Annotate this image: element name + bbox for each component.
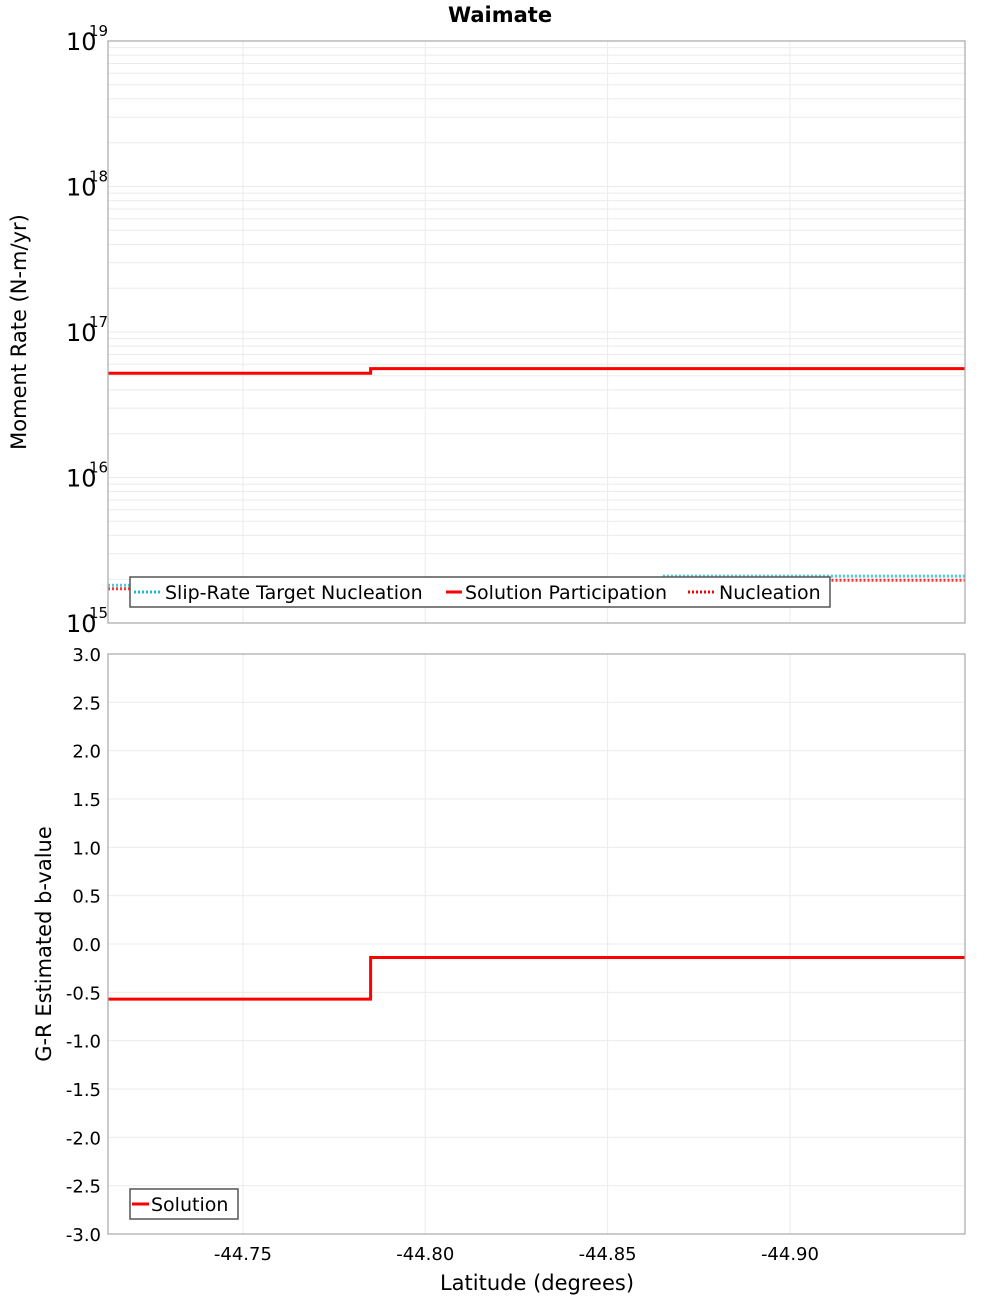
legend-label-nucleation: Nucleation bbox=[719, 582, 821, 604]
y-tick-label: -2.0 bbox=[66, 1128, 101, 1149]
legend-top: Slip-Rate Target Nucleation Solution Par… bbox=[130, 577, 830, 607]
y-tick-label: 3.0 bbox=[72, 645, 101, 666]
x-axis-label: Latitude (degrees) bbox=[440, 1271, 634, 1295]
y-tick-label: -1.5 bbox=[66, 1080, 101, 1101]
y-axis-label-bottom: G-R Estimated b-value bbox=[32, 826, 56, 1062]
x-tick-label: -44.75 bbox=[214, 1244, 272, 1265]
x-tick-labels: -44.75 -44.80 -44.85 -44.90 bbox=[214, 1244, 819, 1265]
x-tick-label: -44.85 bbox=[579, 1244, 637, 1265]
y-tick-label: 1.0 bbox=[72, 838, 101, 859]
legend-label-solution: Solution bbox=[151, 1194, 228, 1216]
y-tick-label: 2.0 bbox=[72, 742, 101, 763]
y-tick-label: -3.0 bbox=[66, 1225, 101, 1246]
y-tick-label: -1.0 bbox=[66, 1032, 101, 1053]
y-tick-label: 1.5 bbox=[72, 790, 101, 811]
y-tick-exponent: 16 bbox=[89, 459, 108, 477]
y-tick-label: -0.5 bbox=[66, 983, 101, 1004]
y-tick-label: 0.0 bbox=[72, 935, 101, 956]
legend-label-solution-participation: Solution Participation bbox=[465, 582, 667, 604]
legend-label-slip-rate: Slip-Rate Target Nucleation bbox=[165, 582, 423, 604]
y-tick-exponent: 17 bbox=[89, 313, 108, 331]
x-tick-label: -44.90 bbox=[761, 1244, 819, 1265]
x-tick-label: -44.80 bbox=[396, 1244, 454, 1265]
chart-title: Waimate bbox=[448, 3, 552, 27]
y-axis-label-top: Moment Rate (N-m/yr) bbox=[7, 214, 31, 450]
legend-bottom: Solution bbox=[130, 1189, 238, 1219]
chart-figure: Waimate 10151016101710181019 Moment Rate… bbox=[0, 0, 1000, 1300]
y-tick-label: -2.5 bbox=[66, 1177, 101, 1198]
top-y-tick-labels: 10151016101710181019 bbox=[66, 22, 108, 638]
y-tick-exponent: 19 bbox=[89, 22, 108, 40]
y-tick-exponent: 15 bbox=[89, 604, 108, 622]
y-tick-exponent: 18 bbox=[89, 168, 108, 186]
moment-rate-plot: 10151016101710181019 Moment Rate (N-m/yr… bbox=[7, 22, 965, 638]
b-value-plot: 3.0 2.5 2.0 1.5 1.0 0.5 0.0 -0.5 -1.0 -1.5 -2.0 -2.… bbox=[32, 645, 965, 1295]
y-tick-label: 2.5 bbox=[72, 693, 101, 714]
y-tick-label: 0.5 bbox=[72, 887, 101, 908]
bottom-y-tick-labels: 3.0 2.5 2.0 1.5 1.0 0.5 0.0 -0.5 -1.0 -1.5 -2.0 -2.… bbox=[66, 645, 101, 1246]
